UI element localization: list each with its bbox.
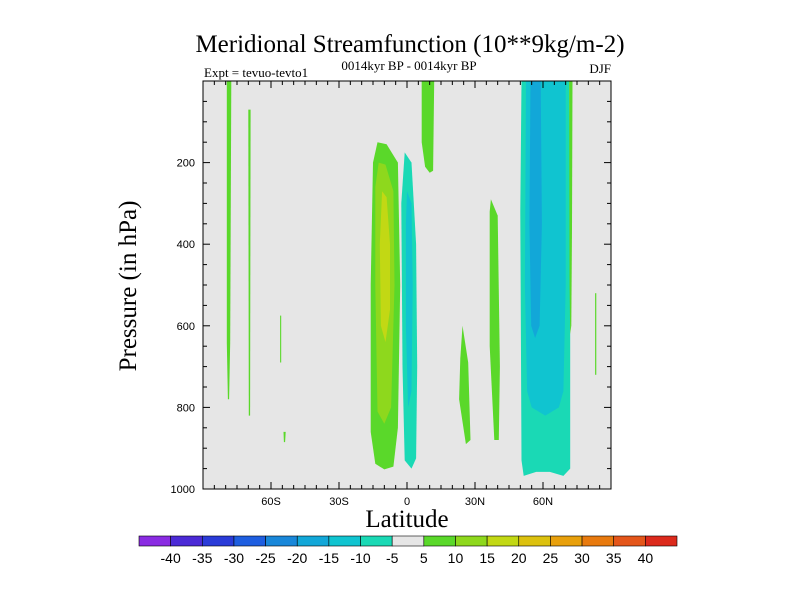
colorbar-label: -35	[192, 550, 212, 566]
contour-region-pos-edge-72n	[569, 81, 573, 334]
x-tick-label: 30S	[329, 496, 349, 508]
colorbar-box	[138, 535, 171, 547]
colorbar-box	[233, 535, 266, 547]
y-tick-label: 200	[177, 158, 195, 170]
colorbar-label: -20	[287, 550, 307, 566]
contour-region-neg-band-core	[529, 81, 542, 338]
x-axis-title: Latitude	[365, 506, 448, 533]
colorbar-box	[455, 535, 488, 547]
colorbar-box	[201, 535, 235, 547]
colorbar-box	[518, 535, 551, 547]
colorbar-box	[328, 535, 361, 547]
colorbar: -40 -35 -30 -25 -20 -15 -10 -5 5 10 15 20 25 30 35 40	[138, 535, 678, 566]
colorbar-label: 25	[543, 550, 559, 566]
contour-region-pos-strip-far-south	[226, 81, 232, 400]
colorbar-box	[550, 535, 583, 547]
y-tick-label: 600	[177, 321, 195, 333]
colorbar-label: 5	[420, 550, 428, 566]
chart-title: Meridional Streamfunction (10**9kg/m-2)	[195, 31, 624, 58]
y-axis-ticks: 200 400 600 800 1000	[171, 100, 611, 496]
colorbar-box	[645, 535, 678, 547]
colorbar-box	[613, 535, 646, 547]
y-axis-title: Pressure (in hPa)	[115, 201, 142, 372]
contour-regions	[226, 81, 597, 476]
plot-area: 200 400 600 800 1000 60S 30S 0 30N 60N	[171, 80, 612, 508]
colorbar-box	[423, 535, 456, 547]
colorbar-label: 15	[479, 550, 495, 566]
season-label: DJF	[589, 61, 611, 76]
contour-region-pos-strip-far-north	[595, 293, 597, 375]
colorbar-box	[360, 535, 393, 547]
y-tick-label: 400	[177, 239, 195, 251]
contour-region-neg-cell-inner	[405, 191, 413, 408]
colorbar-label: -5	[386, 550, 399, 566]
contour-region-pos-wedge-25n	[459, 325, 471, 445]
colorbar-label: -30	[224, 550, 244, 566]
contour-region-pos-dot-53s	[283, 431, 286, 443]
colorbar-label: 20	[511, 550, 527, 566]
colorbar-box	[391, 535, 425, 547]
colorbar-label: 35	[606, 550, 622, 566]
colorbar-box	[581, 535, 615, 547]
experiment-label: Expt = tevuo-tevto1	[204, 65, 308, 80]
period-label: 0014kyr BP - 0014kyr BP	[341, 58, 476, 73]
contour-region-pos-strip-60s	[248, 109, 251, 416]
colorbar-label: -15	[319, 550, 339, 566]
x-axis-ticks: 60S 30S 0 30N 60N	[213, 81, 601, 508]
contour-region-pos-cell-core	[379, 191, 390, 343]
contour-region-pos-strip-37n	[489, 199, 500, 440]
colorbar-label: -25	[255, 550, 275, 566]
colorbar-box	[296, 535, 330, 547]
colorbar-box	[265, 535, 298, 547]
x-tick-label: 0	[404, 496, 410, 508]
colorbar-box	[486, 535, 520, 547]
colorbar-label: 30	[574, 550, 590, 566]
colorbar-label: -40	[161, 550, 181, 566]
colorbar-label: 10	[448, 550, 464, 566]
x-tick-label: 30N	[465, 496, 485, 508]
y-tick-label: 800	[177, 402, 195, 414]
colorbar-label: 40	[638, 550, 654, 566]
colorbar-box	[170, 535, 203, 547]
y-tick-label: 1000	[171, 484, 195, 496]
colorbar-label: -10	[350, 550, 370, 566]
contour-region-pos-small-55s	[280, 315, 282, 363]
contour-region-pos-strip-top-10n	[421, 81, 435, 173]
x-tick-label: 60S	[261, 496, 281, 508]
x-tick-label: 60N	[533, 496, 553, 508]
